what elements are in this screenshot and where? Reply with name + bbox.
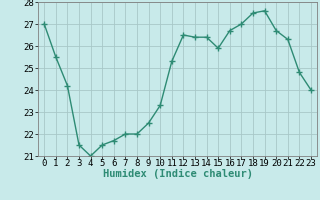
X-axis label: Humidex (Indice chaleur): Humidex (Indice chaleur)	[103, 169, 252, 179]
